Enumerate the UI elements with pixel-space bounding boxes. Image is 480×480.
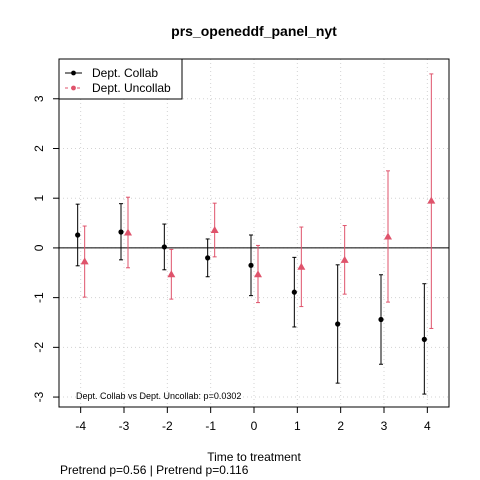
grid (59, 59, 449, 407)
legend-marker (71, 70, 76, 76)
y-tick-label: 1 (32, 195, 46, 202)
point-estimate (378, 316, 384, 323)
x-tick-label: -3 (119, 419, 130, 433)
x-tick-label: 1 (294, 419, 301, 433)
y-tick-label: 0 (32, 244, 46, 251)
legend-label: Dept. Uncollab (92, 81, 171, 95)
point-estimate (210, 226, 219, 234)
point-estimate (118, 229, 124, 235)
x-tick-label: 3 (381, 419, 388, 433)
x-tick-label: -2 (162, 419, 173, 433)
x-tick-label: 2 (337, 419, 344, 433)
point-estimate (254, 270, 262, 278)
point-estimate (124, 228, 132, 236)
y-tick-label: -1 (32, 292, 46, 303)
point-estimate (80, 257, 89, 265)
y-tick-label: -2 (32, 342, 46, 353)
series-dept-uncollab (80, 73, 436, 329)
x-axis: -4 -3 -2 -1 0 1 2 3 4 (75, 407, 431, 433)
point-estimate (384, 232, 392, 240)
chart-title: prs_openeddf_panel_nyt (171, 23, 337, 39)
point-estimate (297, 262, 306, 270)
legend-label: Dept. Collab (92, 66, 158, 80)
y-tick-label: -3 (32, 391, 46, 402)
point-estimate (248, 262, 254, 268)
y-tick-label: 2 (32, 145, 46, 152)
plot-series (75, 73, 436, 395)
point-estimate (427, 196, 436, 204)
x-axis-label: Time to treatment (207, 450, 301, 464)
point-estimate (421, 336, 427, 342)
legend-marker (71, 85, 76, 91)
point-estimate (340, 255, 349, 263)
x-tick-label: -1 (205, 419, 216, 433)
point-estimate (291, 289, 297, 295)
x-tick-label: 0 (251, 419, 258, 433)
y-axis: -3 -2 -1 0 1 2 3 (32, 95, 59, 402)
point-estimate (167, 270, 176, 278)
point-estimate (205, 255, 211, 261)
point-estimate (161, 244, 167, 250)
legend-box (58, 58, 183, 100)
point-estimate (335, 321, 341, 327)
x-tick-label: -4 (75, 419, 86, 433)
y-tick-label: 3 (32, 95, 46, 102)
comparison-p-value-note: Dept. Collab vs Dept. Uncollab: p=0.0302 (76, 391, 241, 401)
point-estimate (75, 232, 81, 238)
pretrend-footer: Pretrend p=0.56 | Pretrend p=0.116 (60, 463, 249, 477)
x-tick-label: 4 (424, 419, 431, 433)
series-dept-collab (75, 203, 427, 395)
